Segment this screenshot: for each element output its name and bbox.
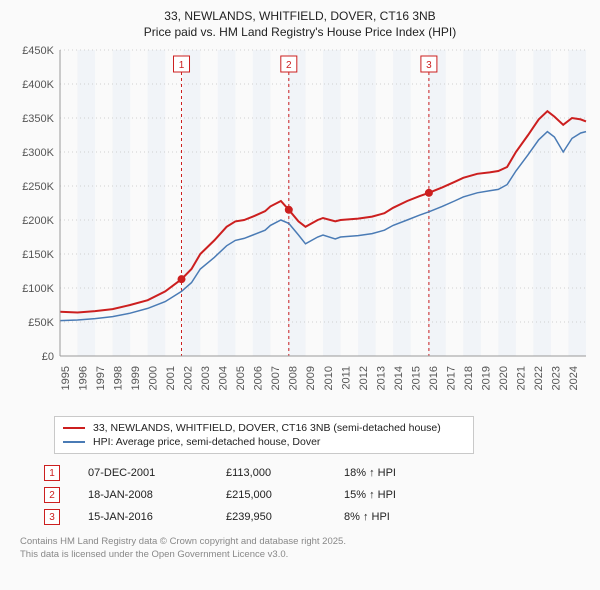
sale-marker-3: 3: [44, 509, 60, 525]
sale-date: 07-DEC-2001: [88, 467, 198, 479]
svg-text:£200K: £200K: [22, 215, 54, 227]
svg-text:2008: 2008: [288, 366, 300, 390]
legend-label-blue: HPI: Average price, semi-detached house,…: [93, 436, 320, 448]
svg-text:£250K: £250K: [22, 181, 54, 193]
footer-attribution: Contains HM Land Registry data © Crown c…: [20, 536, 590, 561]
svg-text:2017: 2017: [446, 366, 458, 390]
chart-title: 33, NEWLANDS, WHITFIELD, DOVER, CT16 3NB…: [10, 8, 590, 40]
svg-text:2013: 2013: [375, 366, 387, 390]
sale-hpi: 18% ↑ HPI: [344, 467, 444, 479]
legend-row-blue: HPI: Average price, semi-detached house,…: [63, 435, 465, 449]
svg-text:£400K: £400K: [22, 79, 54, 91]
svg-text:£150K: £150K: [22, 249, 54, 261]
sale-date: 18-JAN-2008: [88, 489, 198, 501]
svg-text:1995: 1995: [60, 366, 72, 390]
sale-marker-1: 1: [44, 465, 60, 481]
svg-text:2010: 2010: [323, 366, 335, 390]
svg-text:2006: 2006: [253, 366, 265, 390]
svg-text:£350K: £350K: [22, 113, 54, 125]
legend-label-red: 33, NEWLANDS, WHITFIELD, DOVER, CT16 3NB…: [93, 422, 441, 434]
chart-svg: £0 £50K £100K £150K £200K £250K £300K £350K £400…: [10, 46, 590, 406]
sales-table: 1 07-DEC-2001 £113,000 18% ↑ HPI 2 18-JA…: [44, 462, 590, 528]
sale-price: £239,950: [226, 511, 316, 523]
footer-line-2: This data is licensed under the Open Gov…: [20, 549, 590, 561]
title-line-1: 33, NEWLANDS, WHITFIELD, DOVER, CT16 3NB: [10, 8, 590, 24]
legend-swatch-blue: [63, 441, 85, 443]
sale-marker-2: 2: [44, 487, 60, 503]
svg-text:2024: 2024: [568, 366, 580, 390]
title-line-2: Price paid vs. HM Land Registry's House …: [10, 24, 590, 40]
svg-text:2015: 2015: [410, 366, 422, 390]
svg-text:2012: 2012: [358, 366, 370, 390]
legend: 33, NEWLANDS, WHITFIELD, DOVER, CT16 3NB…: [54, 416, 474, 454]
sale-date: 15-JAN-2016: [88, 511, 198, 523]
svg-text:2016: 2016: [428, 366, 440, 390]
svg-text:2001: 2001: [165, 366, 177, 390]
svg-text:1996: 1996: [77, 366, 89, 390]
sale-price: £113,000: [226, 467, 316, 479]
svg-text:2011: 2011: [340, 366, 352, 390]
svg-text:1999: 1999: [130, 366, 142, 390]
legend-swatch-red: [63, 427, 85, 429]
svg-text:2019: 2019: [481, 366, 493, 390]
svg-text:£50K: £50K: [28, 317, 54, 329]
svg-text:2002: 2002: [183, 366, 195, 390]
svg-text:£450K: £450K: [22, 46, 54, 57]
sale-hpi: 8% ↑ HPI: [344, 511, 444, 523]
svg-text:£300K: £300K: [22, 147, 54, 159]
sale-hpi: 15% ↑ HPI: [344, 489, 444, 501]
svg-text:2003: 2003: [200, 366, 212, 390]
table-row: 3 15-JAN-2016 £239,950 8% ↑ HPI: [44, 506, 590, 528]
table-row: 1 07-DEC-2001 £113,000 18% ↑ HPI: [44, 462, 590, 484]
sale-price: £215,000: [226, 489, 316, 501]
legend-row-red: 33, NEWLANDS, WHITFIELD, DOVER, CT16 3NB…: [63, 421, 465, 435]
svg-text:1997: 1997: [95, 366, 107, 390]
svg-text:£100K: £100K: [22, 283, 54, 295]
svg-text:1: 1: [179, 60, 185, 71]
svg-text:2023: 2023: [551, 366, 563, 390]
svg-text:2020: 2020: [498, 366, 510, 390]
svg-text:2007: 2007: [270, 366, 282, 390]
svg-text:2014: 2014: [393, 366, 405, 390]
svg-text:£0: £0: [42, 351, 54, 363]
svg-text:2004: 2004: [218, 366, 230, 390]
price-chart: £0 £50K £100K £150K £200K £250K £300K £350K £400…: [10, 46, 590, 406]
svg-text:1998: 1998: [112, 366, 124, 390]
svg-text:2018: 2018: [463, 366, 475, 390]
svg-text:2021: 2021: [516, 366, 528, 390]
svg-text:2022: 2022: [533, 366, 545, 390]
svg-text:2000: 2000: [147, 366, 159, 390]
footer-line-1: Contains HM Land Registry data © Crown c…: [20, 536, 590, 548]
svg-text:2005: 2005: [235, 366, 247, 390]
svg-text:2009: 2009: [305, 366, 317, 390]
table-row: 2 18-JAN-2008 £215,000 15% ↑ HPI: [44, 484, 590, 506]
svg-text:2: 2: [286, 60, 292, 71]
svg-text:3: 3: [426, 60, 432, 71]
